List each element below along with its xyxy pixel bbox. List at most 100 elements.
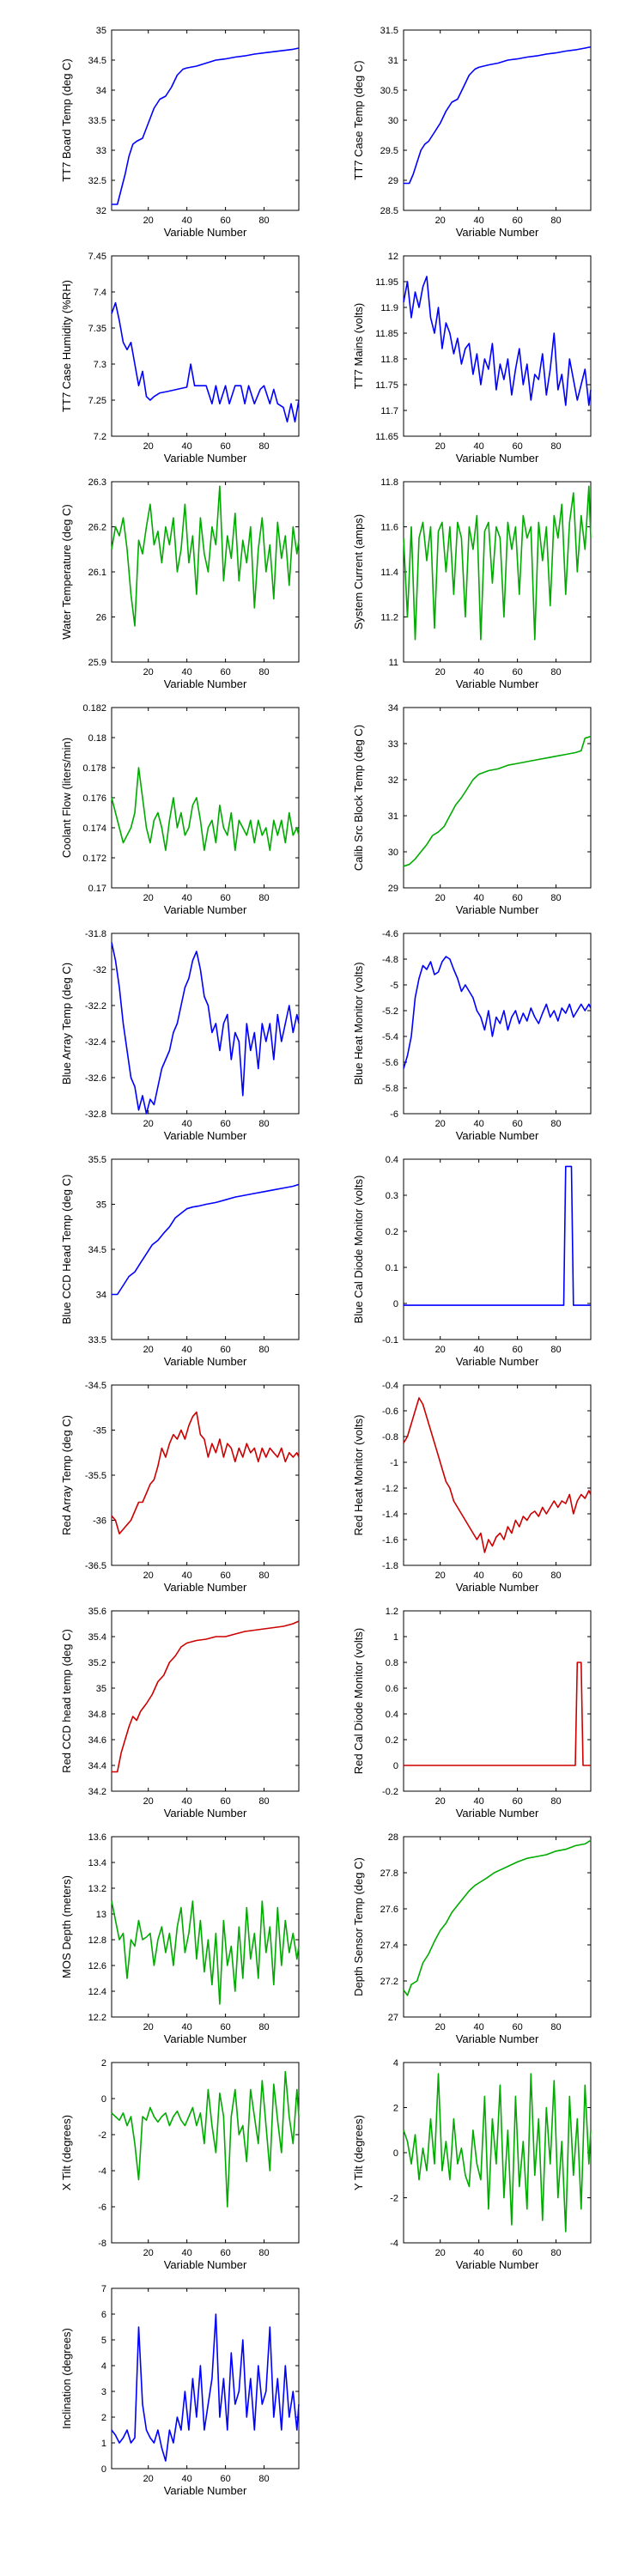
x-tick-label: 20 <box>435 1345 446 1355</box>
y-tick-label: -0.1 <box>382 1335 398 1346</box>
x-tick-label: 80 <box>550 1345 561 1355</box>
x-axis-label: Variable Number <box>164 1129 247 1142</box>
y-tick-label: 1 <box>101 2439 106 2449</box>
y-tick-label: 0 <box>101 2094 106 2105</box>
y-tick-label: -0.2 <box>382 1787 398 1797</box>
axes-box <box>403 29 592 211</box>
y-tick-label: 26.1 <box>88 568 106 578</box>
y-tick-label: -6 <box>390 1109 398 1120</box>
y-tick-label: 27 <box>388 2013 398 2023</box>
axes-box <box>111 707 300 889</box>
axes-box <box>111 29 300 211</box>
y-tick-label: -5.8 <box>382 1084 398 1094</box>
x-tick-label: 40 <box>474 667 484 677</box>
y-tick-label: 11.7 <box>380 406 398 416</box>
y-tick-label: 0.6 <box>386 1684 398 1694</box>
y-tick-label: -1.6 <box>382 1535 398 1546</box>
x-axis-label: Variable Number <box>164 2484 247 2497</box>
x-tick-label: 60 <box>512 441 522 452</box>
y-tick-label: -0.8 <box>382 1432 398 1443</box>
x-tick-label: 20 <box>143 1796 154 1807</box>
x-tick-label: 60 <box>512 2248 522 2258</box>
x-tick-label: 40 <box>474 2248 484 2258</box>
x-axis-label: Variable Number <box>164 2032 247 2045</box>
x-axis-label: Variable Number <box>456 1807 539 1820</box>
axes-box <box>403 707 592 889</box>
chart-9: 20 40 60 80 -32.8 -32.6 -32.4 -32.2 -32 -31.8 Vari… <box>60 929 300 1142</box>
y-axis-label: TT7 Mains (volts) <box>352 303 365 389</box>
x-tick-label: 80 <box>550 1119 561 1129</box>
y-tick-label: 4 <box>393 2058 398 2069</box>
y-tick-label: 32.5 <box>88 176 106 186</box>
x-tick-label: 20 <box>143 893 154 903</box>
x-tick-label: 60 <box>512 1119 522 1129</box>
y-tick-label: 28 <box>388 1832 398 1843</box>
x-tick-label: 80 <box>258 2474 269 2484</box>
y-tick-label: -5 <box>390 981 398 991</box>
series-line <box>112 47 300 205</box>
y-axis-label: Blue Array Temp (deg C) <box>60 963 73 1084</box>
y-tick-label: -4 <box>98 2166 106 2177</box>
y-tick-label: 31 <box>388 811 398 822</box>
y-tick-label: 26.2 <box>88 523 106 533</box>
y-axis-label: Blue Cal Diode Monitor (volts) <box>352 1176 365 1324</box>
y-tick-label: 30 <box>388 848 398 858</box>
y-tick-label: -1.4 <box>382 1510 398 1520</box>
x-tick-label: 20 <box>435 2248 446 2258</box>
y-tick-label: 35.5 <box>88 1155 106 1165</box>
y-tick-label: -32.4 <box>85 1037 106 1048</box>
y-tick-label: 7.3 <box>94 360 106 370</box>
chart-14: 20 40 60 80 -1.8 -1.6 -1.4 -1.2 -1 -0.8 -0.6 -0.4 Va… <box>352 1381 592 1594</box>
y-tick-label: 33 <box>388 739 398 750</box>
x-tick-label: 20 <box>435 667 446 677</box>
y-tick-label: 34 <box>96 1291 106 1301</box>
y-tick-label: 6 <box>101 2310 106 2320</box>
x-tick-label: 60 <box>512 667 522 677</box>
y-tick-label: 0 <box>393 2148 398 2159</box>
y-tick-label: 13.2 <box>88 1884 106 1894</box>
x-tick-label: 60 <box>512 1571 522 1581</box>
y-tick-label: 2 <box>101 2413 106 2423</box>
y-tick-label: -1.8 <box>382 1561 398 1571</box>
y-tick-label: -32.8 <box>85 1109 106 1120</box>
x-axis-label: Variable Number <box>164 1581 247 1594</box>
series-line <box>111 301 300 423</box>
y-axis-label: Red Heat Monitor (volts) <box>352 1415 365 1536</box>
x-tick-label: 80 <box>258 2022 269 2032</box>
x-axis-label: Variable Number <box>456 452 539 465</box>
series-line <box>111 1900 300 2005</box>
y-tick-label: 34.5 <box>88 56 106 66</box>
x-axis-label: Variable Number <box>456 226 539 239</box>
y-tick-label: 35.4 <box>88 1632 106 1643</box>
x-tick-label: 80 <box>550 1796 561 1807</box>
y-tick-label: 2 <box>101 2058 106 2069</box>
y-axis-label: TT7 Case Humidity (%RH) <box>60 280 73 412</box>
x-tick-label: 80 <box>550 1571 561 1581</box>
x-tick-label: 60 <box>512 2022 522 2032</box>
y-tick-label: 0.4 <box>386 1155 398 1165</box>
axes-box <box>403 1610 592 1792</box>
chart-11: 20 40 60 80 33.5 34 34.5 35 35.5 Variable Number B… <box>60 1155 300 1368</box>
x-tick-label: 60 <box>220 2022 230 2032</box>
y-tick-label: -1.2 <box>382 1484 398 1494</box>
series-line <box>111 2070 300 2208</box>
y-tick-label: 11.8 <box>380 477 398 488</box>
y-tick-label: -35 <box>93 1426 106 1437</box>
y-tick-label: 30 <box>388 116 398 126</box>
x-tick-label: 60 <box>220 1796 230 1807</box>
series-line <box>404 1165 591 1306</box>
series-line <box>111 2313 300 2462</box>
x-tick-label: 40 <box>474 441 484 452</box>
y-tick-label: 13.6 <box>88 1832 106 1843</box>
x-tick-label: 60 <box>220 2248 230 2258</box>
y-tick-label: 0.176 <box>82 793 106 804</box>
x-axis-label: Variable Number <box>164 452 247 465</box>
y-tick-label: -5.2 <box>382 1006 398 1017</box>
x-tick-label: 40 <box>474 893 484 903</box>
x-tick-label: 80 <box>550 667 561 677</box>
chart-5: 20 40 60 80 25.9 26 26.1 26.2 26.3 Variable Numbe… <box>60 477 300 690</box>
chart-16: 20 40 60 80 -0.2 0 0.2 0.4 0.6 0.8 1 1.2 Variable Nu… <box>352 1607 592 1820</box>
x-tick-label: 40 <box>182 2474 192 2484</box>
y-tick-label: 7 <box>101 2284 106 2294</box>
y-tick-label: 4 <box>101 2361 106 2372</box>
